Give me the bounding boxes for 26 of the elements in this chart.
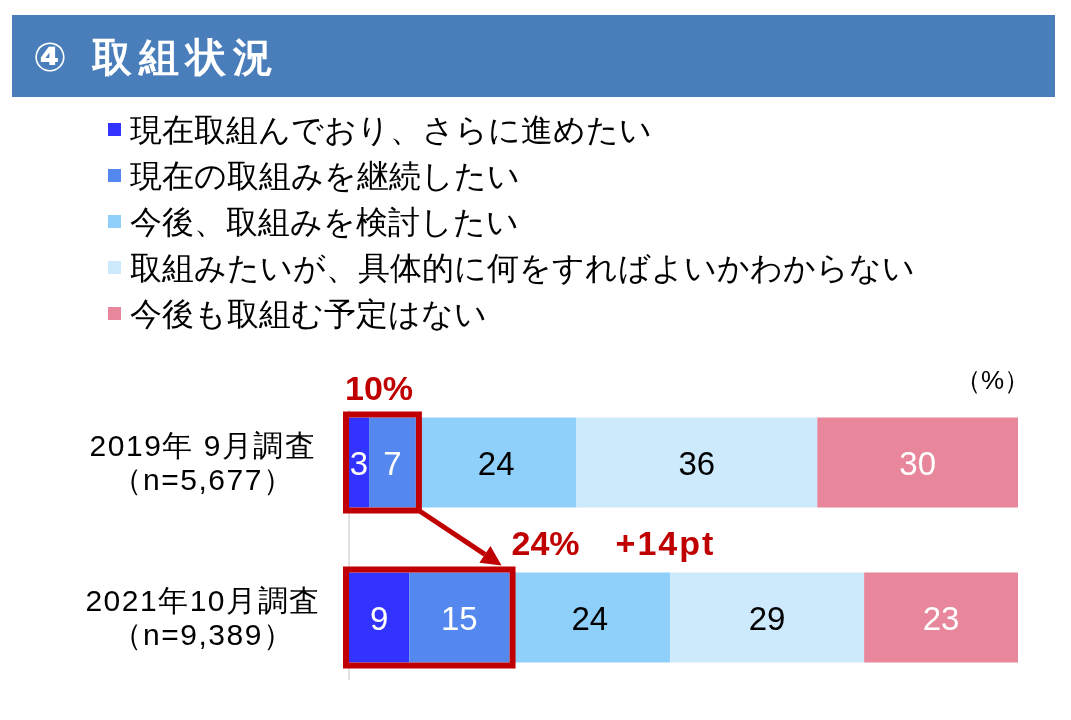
y-tick-label: 2019年 9月調査（n=5,677） [89, 429, 317, 496]
bar [576, 417, 818, 508]
data-label: 30 [899, 445, 937, 482]
chart-title: ④ 取組状況 [33, 35, 280, 79]
data-label: 9 [369, 600, 389, 637]
bar [817, 417, 1018, 508]
bar [670, 572, 865, 663]
legend-label: 今後も取組む予定はない [130, 296, 487, 332]
annotation: 24% [511, 523, 580, 562]
legend-label: 取組みたいが、具体的に何をすればよいかわからない [130, 250, 915, 286]
text: （%） [954, 365, 1030, 395]
data-label: 36 [678, 445, 716, 482]
data-label: 24 [477, 445, 515, 482]
data-label: 7 [383, 445, 402, 482]
data-label: 15 [441, 600, 478, 637]
legend-label: 今後、取組みを検討したい [130, 204, 519, 240]
bar [864, 572, 1018, 663]
legend-label: 現在の取組みを継続したい [130, 158, 520, 194]
annotation: +14pt [615, 523, 716, 562]
data-label: 23 [922, 600, 960, 637]
data-label: 29 [748, 600, 786, 637]
annotation: 10% [345, 368, 414, 407]
data-label: 24 [571, 600, 609, 637]
y-tick-label: 2021年10月調査（n=9,389） [85, 584, 321, 651]
legend-label: 現在取組んでおり、さらに進めたい [130, 112, 652, 148]
data-label: 3 [349, 445, 369, 482]
